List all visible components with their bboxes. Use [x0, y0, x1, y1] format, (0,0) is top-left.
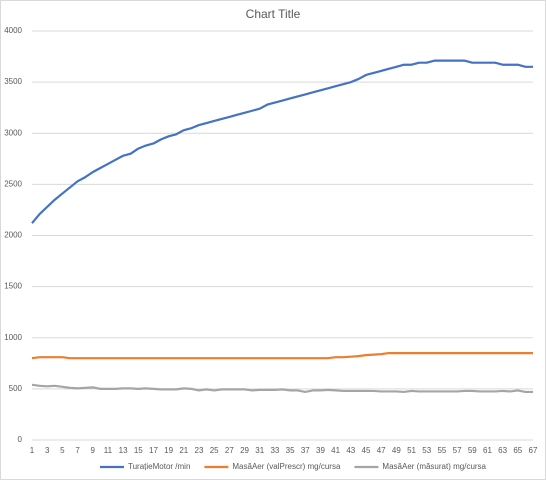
x-tick-label: 21	[179, 446, 188, 455]
x-tick-label: 11	[104, 446, 113, 455]
y-tick-label: 3500	[4, 77, 22, 86]
x-tick-label: 49	[392, 446, 401, 455]
x-tick-label: 53	[422, 446, 431, 455]
y-tick-label: 2000	[4, 231, 22, 240]
y-tick-label: 0	[18, 435, 23, 444]
x-tick-label: 65	[513, 446, 522, 455]
x-tick-label: 61	[483, 446, 492, 455]
y-tick-label: 1500	[4, 282, 22, 291]
x-tick-label: 19	[164, 446, 173, 455]
y-tick-label: 500	[9, 384, 23, 393]
x-tick-label: 3	[45, 446, 50, 455]
x-tick-label: 15	[134, 446, 143, 455]
y-tick-label: 1000	[4, 333, 22, 342]
legend-label: MasăAer (măsurat) mg/cursa	[382, 462, 486, 471]
x-tick-label: 1	[30, 446, 35, 455]
x-tick-label: 29	[240, 446, 249, 455]
y-tick-label: 3000	[4, 128, 22, 137]
x-tick-label: 35	[286, 446, 295, 455]
x-tick-label: 9	[91, 446, 96, 455]
x-tick-label: 7	[75, 446, 80, 455]
x-tick-label: 57	[453, 446, 462, 455]
legend-label: TurațieMotor /min	[128, 462, 190, 471]
series-line	[31, 351, 533, 360]
chart-title: Chart Title	[246, 7, 301, 21]
x-tick-label: 63	[498, 446, 507, 455]
legend-label: MasăAer (valPrescr) mg/cursa	[232, 462, 341, 471]
x-tick-label: 31	[255, 446, 264, 455]
x-tick-label: 27	[225, 446, 234, 455]
y-tick-label: 2500	[4, 179, 22, 188]
x-tick-label: 39	[316, 446, 325, 455]
x-tick-label: 33	[270, 446, 279, 455]
x-tick-label: 55	[437, 446, 446, 455]
x-tick-label: 43	[346, 446, 355, 455]
x-tick-label: 17	[149, 446, 158, 455]
x-tick-label: 13	[119, 446, 128, 455]
y-tick-label: 4000	[4, 26, 22, 35]
x-tick-label: 25	[210, 446, 219, 455]
x-tick-label: 5	[60, 446, 65, 455]
x-tick-label: 51	[407, 446, 416, 455]
series-line	[31, 383, 533, 394]
x-tick-label: 67	[529, 446, 538, 455]
x-tick-label: 37	[301, 446, 310, 455]
x-tick-label: 47	[377, 446, 386, 455]
x-tick-label: 23	[195, 446, 204, 455]
series-line	[31, 59, 533, 224]
x-tick-label: 59	[468, 446, 477, 455]
x-tick-label: 45	[362, 446, 371, 455]
x-tick-label: 41	[331, 446, 340, 455]
